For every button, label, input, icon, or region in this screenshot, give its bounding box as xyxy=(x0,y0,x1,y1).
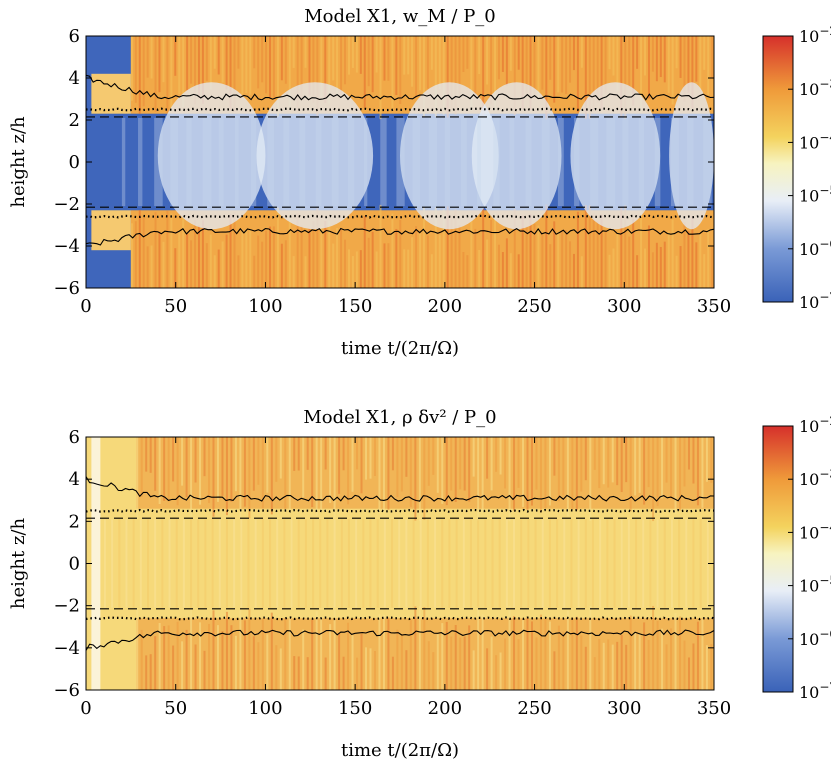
x-tick-label: 350 xyxy=(697,698,731,719)
chart-title: Model X1, w_M / P_0 xyxy=(304,6,496,27)
heatmap-field xyxy=(86,437,714,690)
x-tick-label: 50 xyxy=(164,296,187,317)
x-tick-label: 150 xyxy=(338,698,372,719)
y-tick-label: −6 xyxy=(53,680,80,701)
y-tick-label: −4 xyxy=(53,638,80,659)
x-tick-label: 200 xyxy=(428,698,462,719)
contour-dotted-upper xyxy=(85,107,715,112)
contour-dotted-upper xyxy=(85,508,715,513)
y-tick-label: −6 xyxy=(53,278,80,299)
x-axis-label: time t/(2π/Ω) xyxy=(341,338,459,359)
x-tick-label: 150 xyxy=(338,296,372,317)
y-tick-label: 2 xyxy=(69,511,80,532)
colorbar-tick-label: 10−5 xyxy=(799,574,831,596)
heatmap-field xyxy=(86,36,714,288)
panel-2: 0 50 100 150 200 250 300 350 6 4 2 0 −2 −4 −6 Model X1,… xyxy=(8,407,831,761)
x-axis-label: time t/(2π/Ω) xyxy=(341,740,459,761)
contour-solid-upper xyxy=(85,476,715,502)
contour-dotted-lower xyxy=(85,214,715,219)
y-tick-label: −4 xyxy=(53,236,80,257)
contour-dotted-lower xyxy=(85,616,715,621)
chart-title: Model X1, ρ δv² / P_0 xyxy=(303,407,496,428)
colorbar-tick-label: 10−3 xyxy=(799,467,831,489)
y-tick-label: 2 xyxy=(69,110,80,131)
panel-1: 0 50 100 150 200 250 300 350 6 4 2 0 −2 −4 −6 Model X1,… xyxy=(8,6,831,359)
y-tick-label: −2 xyxy=(53,194,80,215)
x-tick-label: 100 xyxy=(248,296,282,317)
colorbar-tick-label: 10−6 xyxy=(799,237,831,259)
y-tick-label: 0 xyxy=(69,554,80,575)
colorbar-tick-label: 10−7 xyxy=(799,680,831,702)
y-tick-label: 4 xyxy=(69,469,80,490)
colorbar-tick-label: 10−7 xyxy=(799,290,831,312)
contour-solid-lower xyxy=(85,629,715,651)
y-axis-label: height z/h xyxy=(8,116,29,208)
x-tick-label: 300 xyxy=(607,296,641,317)
y-tick-label: 6 xyxy=(69,26,80,47)
colorbar-tick-label: 10−2 xyxy=(799,24,831,46)
colorbar-tick-label: 10−3 xyxy=(799,77,831,99)
contour-solid-upper xyxy=(85,74,715,101)
colorbar-tick-label: 10−6 xyxy=(799,627,831,649)
x-tick-label: 250 xyxy=(517,698,551,719)
colorbar-tick-label: 10−2 xyxy=(799,414,831,436)
colorbar-tick-label: 10−4 xyxy=(799,130,831,152)
colorbar-tick-label: 10−5 xyxy=(799,184,831,206)
y-tick-label: −2 xyxy=(53,596,80,617)
colorbar xyxy=(762,425,794,693)
x-tick-label: 300 xyxy=(607,698,641,719)
y-tick-label: 0 xyxy=(69,152,80,173)
x-tick-label: 350 xyxy=(697,296,731,317)
colorbar-tick-label: 10−4 xyxy=(799,520,831,542)
colorbar xyxy=(762,35,794,303)
x-tick-label: 50 xyxy=(164,698,187,719)
x-tick-label: 100 xyxy=(248,698,282,719)
x-tick-label: 0 xyxy=(80,296,91,317)
x-tick-label: 200 xyxy=(428,296,462,317)
x-tick-label: 0 xyxy=(80,698,91,719)
x-tick-label: 250 xyxy=(517,296,551,317)
y-tick-label: 4 xyxy=(69,68,80,89)
contour-solid-lower xyxy=(85,227,715,246)
y-axis-label: height z/h xyxy=(8,517,29,609)
y-tick-label: 6 xyxy=(69,427,80,448)
